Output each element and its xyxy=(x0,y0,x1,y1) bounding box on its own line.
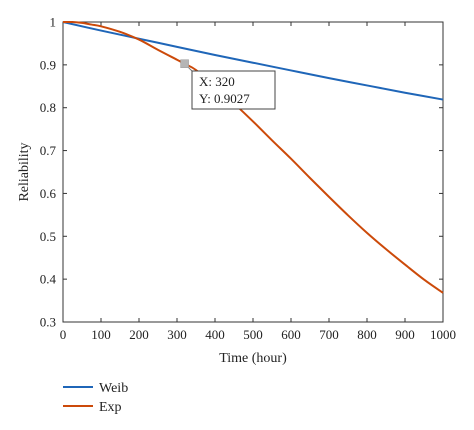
y-tick-label: 0.5 xyxy=(40,229,56,244)
series-line-weib xyxy=(62,21,444,101)
x-tick-label: 1000 xyxy=(430,327,456,342)
y-tick-label: 0.6 xyxy=(40,186,57,201)
datatip-box xyxy=(191,70,276,110)
x-tick-label: 700 xyxy=(319,327,339,342)
datatip-x-text: X: 320 xyxy=(199,74,235,89)
y-tick-label: 0.7 xyxy=(40,143,57,158)
legend-label-exp: Exp xyxy=(99,400,122,415)
datatip-y-text: Y: 0.9027 xyxy=(199,91,250,106)
datatip-marker[interactable] xyxy=(180,59,189,68)
x-axis-title: Time (hour) xyxy=(219,351,287,366)
x-tick-label: 200 xyxy=(129,327,149,342)
datatip[interactable]: X: 320 Y: 0.9027 xyxy=(180,59,276,110)
x-tick-label: 500 xyxy=(243,327,263,342)
y-tick-label: 0.8 xyxy=(40,100,56,115)
x-tick-label: 100 xyxy=(91,327,111,342)
plot-area xyxy=(62,21,444,323)
x-tick-label: 400 xyxy=(205,327,225,342)
x-tick-label: 600 xyxy=(281,327,301,342)
y-tick-label: 1 xyxy=(50,15,57,30)
x-tick-label: 800 xyxy=(357,327,377,342)
x-axis: 0 100 200 300 400 500 600 700 800 900 1000 xyxy=(60,22,456,342)
x-tick-label: 300 xyxy=(167,327,187,342)
y-tick-label: 0.9 xyxy=(40,57,56,72)
y-axis: 0.3 0.4 0.5 0.6 0.7 0.8 0.9 1 xyxy=(40,15,443,330)
legend-label-weib: Weib xyxy=(99,381,128,396)
legend: Weib Exp xyxy=(63,381,128,415)
y-axis-title: Reliability xyxy=(17,142,32,201)
y-tick-label: 0.3 xyxy=(40,315,56,330)
x-tick-label: 900 xyxy=(395,327,415,342)
x-tick-label: 0 xyxy=(60,327,67,342)
y-tick-label: 0.4 xyxy=(40,272,57,287)
